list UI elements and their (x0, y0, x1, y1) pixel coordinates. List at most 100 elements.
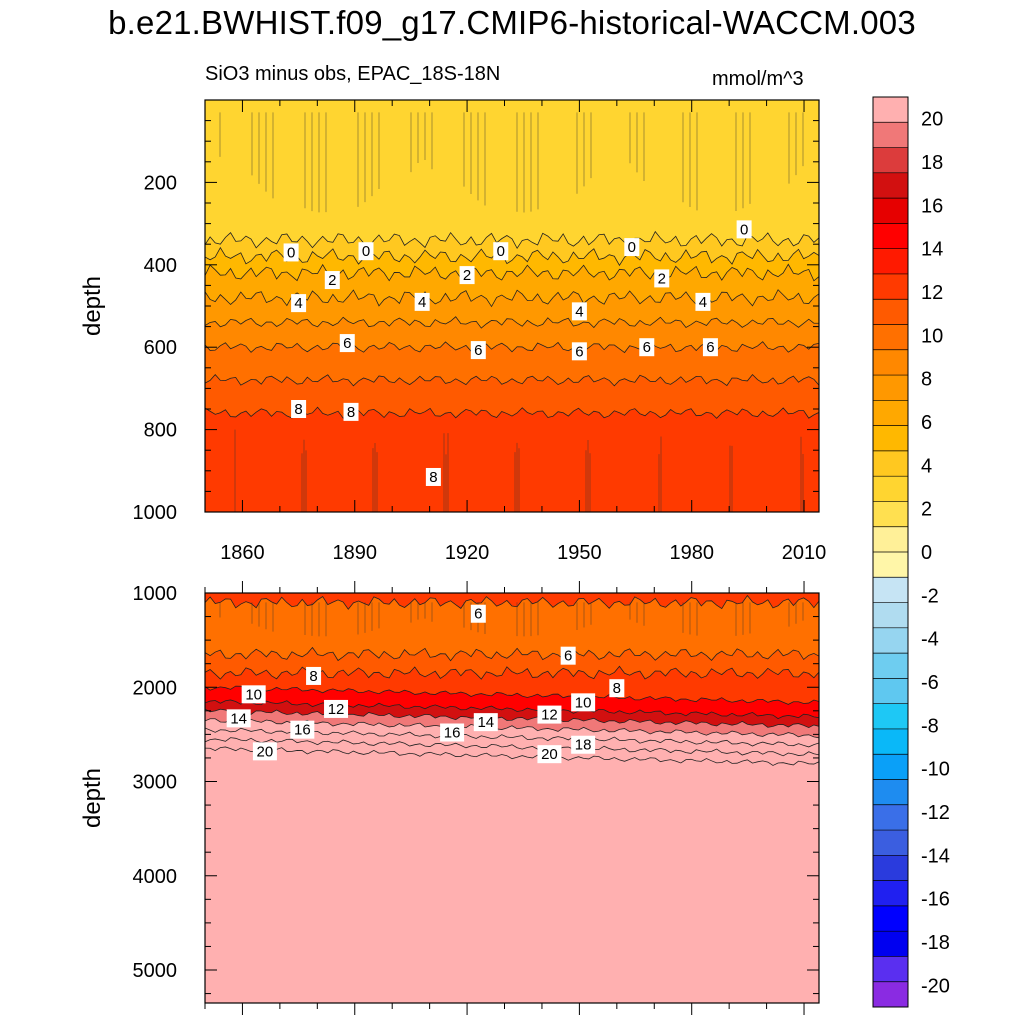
contour-label: 8 (425, 467, 441, 486)
contour-line (205, 316, 819, 329)
contour-label: 16 (290, 720, 315, 739)
contour-line (205, 685, 819, 705)
contour-label: 6 (470, 604, 486, 623)
contour-label-box (459, 266, 475, 285)
upper-panel: 0 0 0 0 0 2 2 2 4 4 4 4 6 6 6 6 6 8 8 8 1860 1890 1920 1950 1980… (79, 99, 826, 564)
contour-line (205, 646, 819, 662)
contour-label: 10 (571, 693, 596, 712)
contour-label-box (571, 342, 587, 361)
contour-label-text: 8 (309, 668, 317, 685)
contour-label: 8 (343, 402, 359, 421)
y-tick-label: 3000 (133, 772, 178, 794)
contour-label-box (470, 604, 486, 623)
contour-label-box (324, 699, 349, 718)
contour-label-text: 14 (230, 710, 247, 727)
contour-label-text: 6 (474, 606, 482, 623)
contour-label-text: 2 (463, 267, 471, 284)
contour-label: 8 (291, 400, 307, 418)
colorbar-swatch (873, 147, 908, 174)
colorbar-swatch (873, 223, 908, 249)
depth-band (205, 407, 819, 512)
colorbar-swatch (873, 299, 908, 325)
contour-label-box (571, 735, 596, 754)
contour-label-box (252, 742, 277, 761)
colorbar-label: 4 (921, 455, 932, 477)
contour-label-text: 10 (245, 686, 262, 703)
contour-label: 0 (624, 238, 640, 257)
colorbar-swatch (873, 653, 908, 679)
depth-band (205, 718, 819, 747)
colorbar-label: 10 (921, 325, 943, 347)
contour-label: 20 (252, 742, 277, 761)
colorbar-label: 0 (921, 542, 932, 564)
contour-label-box (639, 338, 655, 357)
contour-label-text: 20 (257, 743, 274, 760)
contour-label-box (241, 685, 266, 704)
contour-label-text: 4 (418, 294, 426, 311)
plot-frame-lower (204, 592, 820, 1004)
contour-line (205, 246, 819, 267)
colorbar-swatch (873, 779, 908, 806)
contour-label-text: 0 (628, 239, 636, 256)
page-title: b.e21.BWHIST.f09_g17.CMIP6-historical-WA… (108, 4, 916, 41)
colorbar-swatch (873, 248, 908, 275)
contour-label-box (291, 294, 307, 313)
contour-label-box (306, 666, 322, 685)
depth-band (205, 709, 819, 738)
contour-line (205, 230, 819, 250)
colorbar-swatch (873, 450, 908, 477)
contour-label-text: 2 (328, 272, 336, 289)
contour-label-box (560, 646, 576, 665)
colorbar-swatch (873, 577, 908, 603)
contour-label: 2 (324, 271, 340, 290)
contour-label-box (571, 302, 587, 321)
contour-label-box (695, 292, 711, 311)
colorbar-swatch (873, 754, 908, 780)
colorbar-label: 16 (921, 195, 943, 217)
x-tick-label: 1950 (557, 542, 602, 564)
contour-label: 2 (654, 269, 670, 288)
contour-label-text: 0 (362, 243, 370, 260)
contour-label: 20 (537, 745, 562, 764)
contour-label: 6 (702, 338, 718, 357)
contour-label-box (440, 723, 465, 742)
contour-label-box (343, 402, 359, 421)
plot-area-upper: 0 0 0 0 0 2 2 2 4 4 4 4 6 6 6 6 6 8 8 8 (205, 100, 819, 512)
contour-line (205, 737, 819, 757)
depth-band (205, 289, 819, 329)
colorbar-label: -10 (921, 759, 950, 781)
depth-band (205, 593, 819, 610)
colorbar-swatch (873, 273, 908, 300)
colorbar-label: 18 (921, 152, 943, 174)
contour-label-text: 14 (477, 714, 494, 731)
contour-label-text: 6 (575, 343, 583, 360)
contour-label-box (226, 709, 251, 728)
contour-label: 0 (283, 243, 299, 262)
colorbar-label: -16 (921, 889, 950, 911)
y-tick-label: 800 (144, 420, 177, 442)
contour-label-text: 8 (429, 469, 437, 486)
colorbar-swatch (873, 981, 908, 1008)
contour-label: 16 (440, 723, 465, 742)
contour-label: 6 (560, 646, 576, 665)
contour-label: 12 (537, 705, 562, 724)
colorbar-swatch (873, 198, 908, 224)
y-tick-label: 600 (144, 337, 177, 359)
contour-label-box (624, 238, 640, 257)
contour-label-text: 20 (541, 746, 558, 763)
contour-label-text: 2 (658, 270, 666, 287)
contour-label: 0 (358, 242, 374, 260)
plot-subtitle: SiO3 minus obs, EPAC_18S-18N (205, 63, 501, 85)
colorbar-label: 8 (921, 369, 932, 391)
contour-label-box (493, 242, 509, 261)
colorbar-swatch (873, 400, 908, 426)
contour-label: 4 (695, 292, 711, 311)
y-axis-title: depth (79, 768, 106, 828)
colorbar-swatch (873, 425, 908, 452)
colorbar-swatch (873, 97, 908, 123)
contour-line (205, 289, 819, 308)
contour-label-text: 6 (564, 648, 572, 665)
depth-band (205, 595, 819, 661)
contour-label-text: 12 (541, 707, 558, 724)
